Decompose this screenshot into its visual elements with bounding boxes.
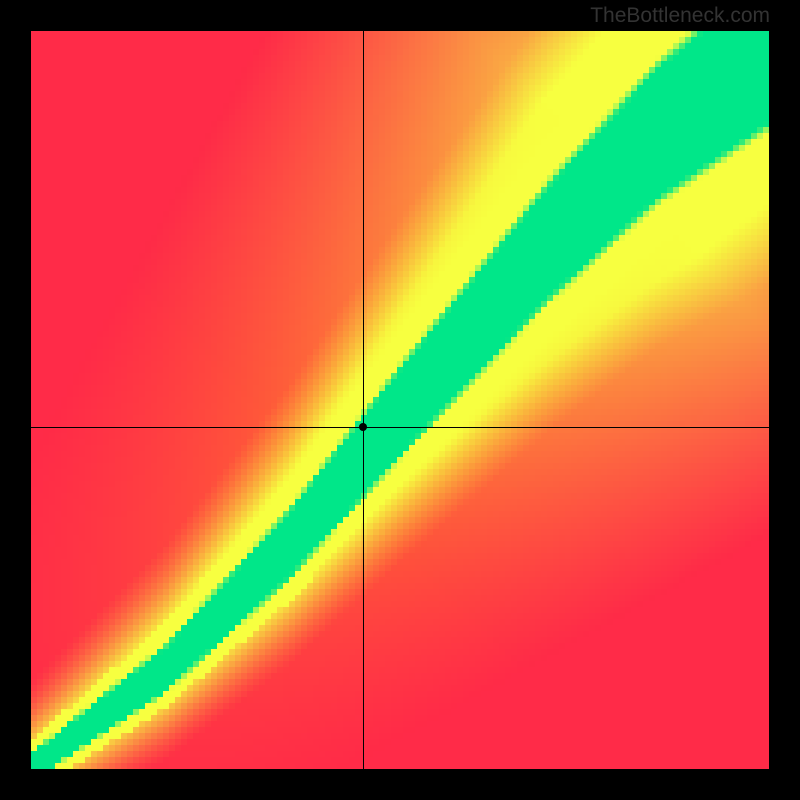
watermark-text: TheBottleneck.com <box>590 4 770 28</box>
data-point-marker <box>359 423 367 431</box>
heatmap-canvas <box>31 31 769 769</box>
crosshair-horizontal <box>31 427 769 428</box>
heatmap-plot <box>31 31 769 769</box>
chart-container: TheBottleneck.com <box>0 0 800 800</box>
crosshair-vertical <box>363 31 364 769</box>
